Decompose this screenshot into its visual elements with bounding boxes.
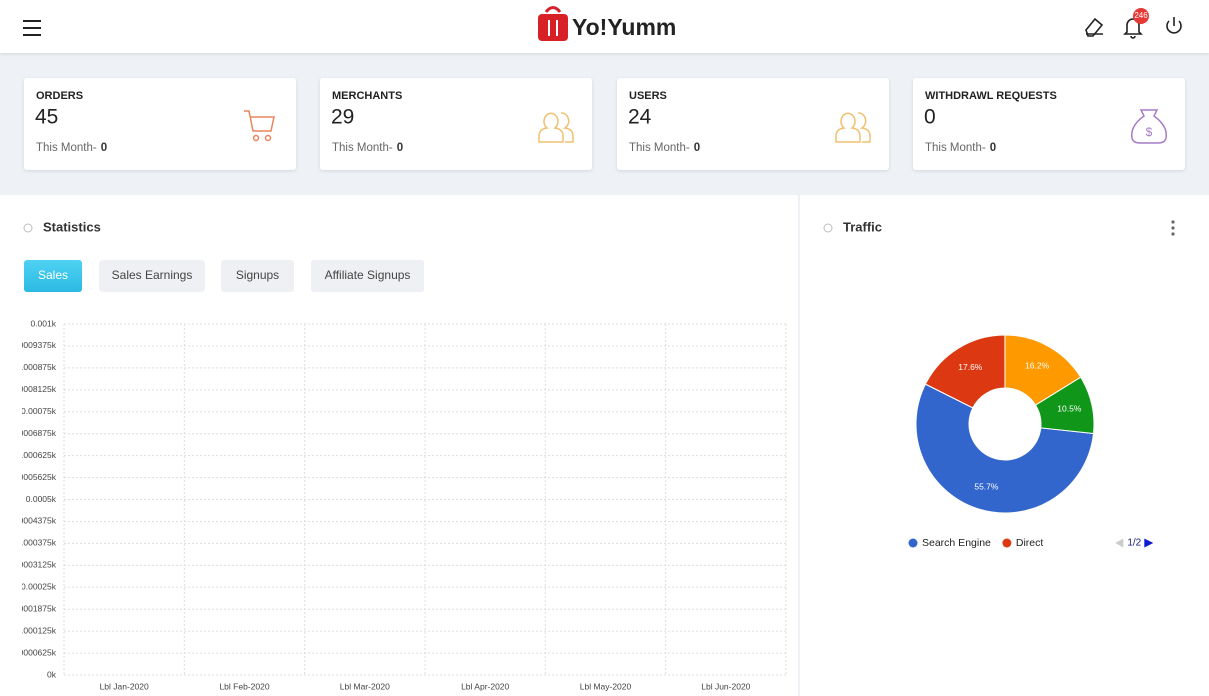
tab[interactable]	[24, 260, 82, 292]
stat-label: MERCHANTS	[332, 90, 402, 102]
y-tick-label: 0.0009375k	[12, 340, 57, 350]
legend-swatch	[908, 538, 918, 548]
tab-label[interactable]: Sales Earnings	[112, 268, 193, 282]
stat-card	[617, 78, 889, 170]
panel-title: Statistics	[43, 219, 101, 234]
stat-sub-value: 0	[694, 142, 700, 154]
stat-value: 29	[331, 106, 354, 129]
y-tick-label: 0.0003125k	[12, 560, 57, 570]
legend-label: Direct	[1016, 537, 1044, 549]
x-tick-label: Lbl Mar-2020	[340, 681, 390, 691]
y-tick-label: 0.0005625k	[12, 472, 57, 482]
power-button[interactable]	[1166, 17, 1182, 34]
y-tick-label: 0.000375k	[16, 538, 56, 548]
logo-icon	[538, 6, 568, 41]
stat-sub-text: This Month-	[332, 142, 393, 154]
user	[538, 112, 564, 143]
y-tick-label: 0.0000625k	[12, 647, 57, 657]
x-tick-label: Lbl Feb-2020	[219, 681, 269, 691]
slice-label: 55.7%	[974, 482, 999, 492]
stat-value: 0	[924, 106, 936, 129]
y-tick-label: 0.00025k	[21, 582, 57, 592]
y-tick-label: 0.001k	[30, 318, 56, 328]
traffic-panel	[800, 195, 1209, 696]
dollar: $	[1146, 125, 1153, 139]
notification-count: 246	[1134, 11, 1148, 20]
legend-swatch	[1002, 538, 1012, 548]
stat-sub: This Month- 0	[925, 142, 996, 154]
y-tick-label: 0.0001875k	[12, 603, 57, 613]
legend-prev[interactable]	[1115, 538, 1124, 548]
stat-sub-text: This Month-	[925, 142, 986, 154]
slice-label: 10.5%	[1057, 404, 1082, 414]
panel-marker	[23, 223, 33, 233]
stat-sub: This Month- 0	[36, 142, 107, 154]
stat-label: USERS	[629, 90, 667, 102]
user	[835, 112, 861, 143]
y-tick-label: 0.0006875k	[12, 428, 57, 438]
y-axis-labels: 0k 0.0000625k 0.000125k 0.0001875k 0.00025k 0…	[12, 318, 57, 679]
wheel	[264, 134, 272, 142]
tab[interactable]	[311, 260, 424, 292]
stat-card	[320, 78, 592, 170]
user	[857, 112, 871, 143]
y-tick-label: 0.0004375k	[12, 516, 57, 526]
y-tick-label: 0.0005k	[26, 494, 57, 504]
menu-button[interactable]	[23, 20, 41, 36]
stat-icon	[244, 110, 275, 142]
pie-slice	[915, 383, 1095, 514]
legend-next[interactable]	[1144, 538, 1154, 548]
stat-sub-value: 0	[990, 142, 996, 154]
stat-sub-value: 0	[101, 142, 107, 154]
stat-sub-text: This Month-	[36, 142, 97, 154]
stat-card	[913, 78, 1185, 170]
y-tick-label: 0k	[47, 669, 57, 679]
pie-slice	[924, 334, 1006, 409]
stat-label: WITHDRAWL REQUESTS	[925, 90, 1057, 102]
panel-menu[interactable]	[1171, 220, 1175, 236]
stat-icon: $	[1131, 109, 1167, 144]
x-tick-label: Lbl May-2020	[580, 681, 632, 691]
stat-value: 24	[628, 106, 652, 129]
tab-label[interactable]: Sales	[38, 268, 68, 282]
cart	[244, 110, 275, 132]
tab[interactable]	[221, 260, 294, 292]
tab-label[interactable]: Signups	[236, 268, 279, 282]
user	[560, 112, 574, 143]
stat-sub-text: This Month-	[629, 142, 690, 154]
stat-sub-value: 0	[397, 142, 403, 154]
notification-badge	[1133, 8, 1149, 24]
legend-label: Search Engine	[922, 537, 991, 549]
panel-title: Traffic	[843, 219, 882, 234]
stat-value: 45	[35, 106, 58, 129]
stat-sub: This Month- 0	[332, 142, 403, 154]
tab-label[interactable]: Affiliate Signups	[325, 268, 411, 282]
slice-label: 16.2%	[1025, 361, 1050, 371]
brand: Yo!Yumm	[572, 14, 676, 40]
y-tick-label: 0.000875k	[16, 362, 56, 372]
stat-icon	[835, 112, 871, 143]
slice-label: 17.6%	[958, 362, 983, 372]
y-tick-label: 0.000625k	[16, 450, 56, 460]
pie-slice	[1034, 376, 1095, 435]
x-tick-label: Lbl Jan-2020	[100, 681, 149, 691]
header	[0, 0, 1209, 53]
x-tick-label: Lbl Apr-2020	[461, 681, 509, 691]
panel-marker	[823, 223, 833, 233]
y-tick-label: 0.0008125k	[12, 384, 57, 394]
y-tick-label: 0.000125k	[16, 625, 56, 635]
stat-card	[24, 78, 296, 170]
stat-icon	[538, 112, 574, 143]
tab[interactable]	[99, 260, 205, 292]
stat-sub: This Month- 0	[629, 142, 700, 154]
stat-label: ORDERS	[36, 90, 83, 102]
y-tick-label: 0.00075k	[21, 406, 57, 416]
wheel	[252, 134, 260, 142]
eraser-button[interactable]	[1085, 17, 1104, 37]
legend-page: 1/2	[1127, 538, 1141, 549]
x-tick-label: Lbl Jun-2020	[701, 681, 750, 691]
bag	[1131, 109, 1167, 144]
